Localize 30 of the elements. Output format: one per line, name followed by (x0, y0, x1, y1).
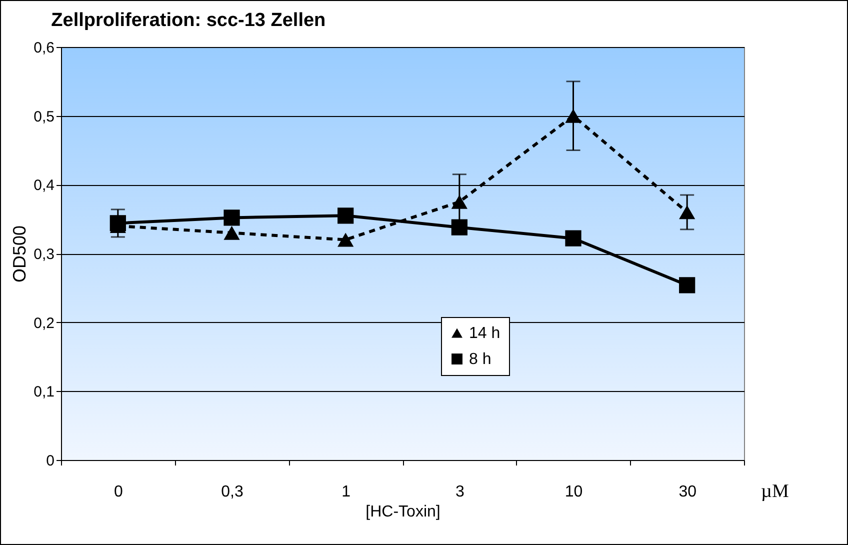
y-tick-label: 0,2 (34, 314, 54, 332)
point (110, 215, 126, 232)
x-tick-label: 1 (342, 484, 351, 500)
legend-label: 8 h (469, 351, 492, 368)
x-axis-title: [HC-Toxin] (366, 504, 440, 520)
y-tick-label: 0,6 (34, 40, 54, 56)
point (565, 108, 582, 123)
point (679, 205, 696, 220)
x-tick-label: 10 (564, 484, 583, 500)
point (451, 194, 468, 209)
y-tick-label: 0 (46, 452, 54, 470)
y-axis-title: OD500 (10, 225, 30, 283)
point (338, 232, 354, 247)
legend-label: 14 h (469, 325, 500, 342)
point (565, 230, 582, 246)
point (224, 226, 240, 240)
point (679, 277, 696, 294)
chart-title: Zellproliferation: scc-13 Zellen (51, 10, 326, 31)
y-tick-label: 0,5 (34, 108, 54, 126)
y-tick-label: 0,3 (34, 246, 54, 263)
x-tick-label: 3 (455, 484, 464, 500)
point (224, 210, 240, 226)
x-tick-label: 0,3 (221, 484, 244, 500)
point (451, 219, 468, 236)
point (338, 208, 354, 224)
y-tick-label: 0,1 (34, 384, 54, 401)
text: µM (761, 481, 789, 503)
y-tick-label: 0,4 (34, 177, 54, 194)
x-tick-label: 0 (114, 484, 123, 500)
x-tick-label: 30 (678, 484, 697, 500)
